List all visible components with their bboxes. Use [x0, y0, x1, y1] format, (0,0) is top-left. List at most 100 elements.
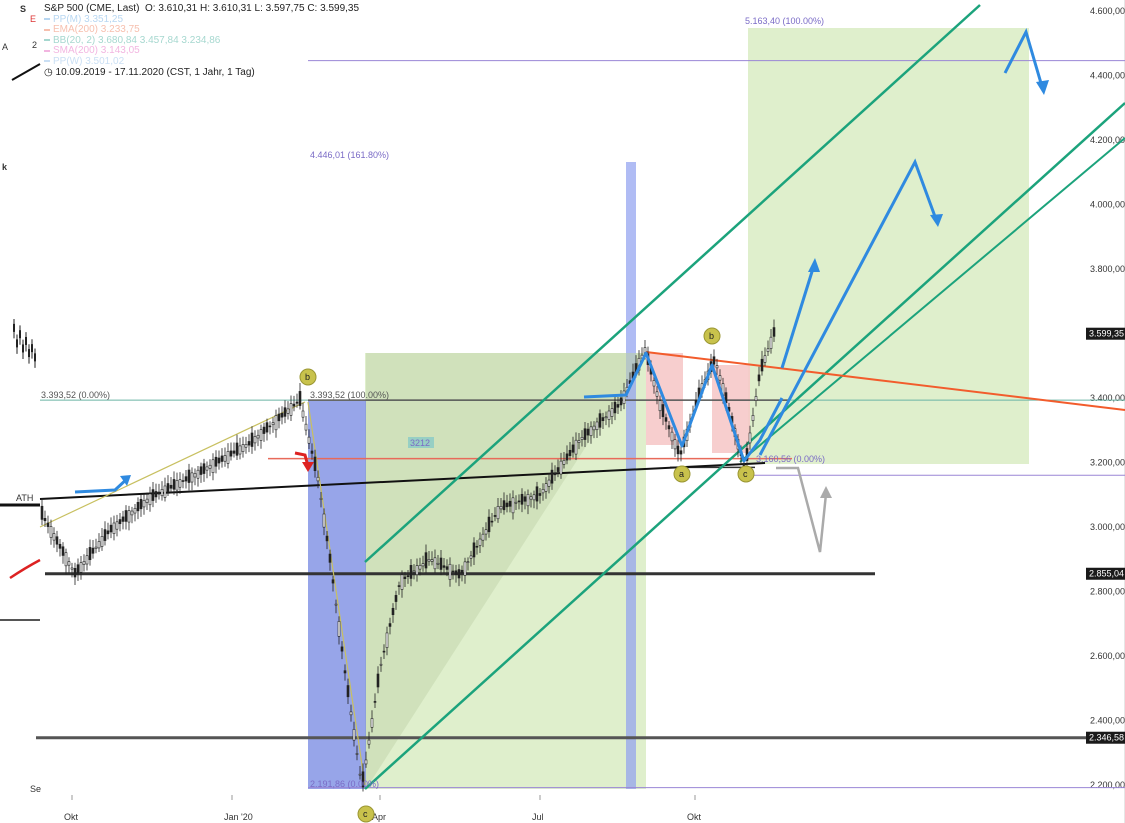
candle-body — [331, 579, 335, 584]
legend-indicator-row[interactable]: PP(W) 3.501,02 — [44, 56, 359, 68]
candle-body — [151, 489, 155, 501]
candle-body — [337, 621, 341, 637]
candle-body — [340, 646, 344, 652]
early-blue-arrow — [74, 476, 130, 494]
candle-body — [97, 541, 101, 549]
candle-body — [382, 650, 386, 653]
blue-vertical-bar — [626, 162, 636, 789]
legend-indicator-row[interactable]: EMA(200) 3.233,75 — [44, 24, 359, 36]
candle-body — [100, 536, 104, 547]
candle-body — [559, 460, 563, 475]
fib-level-label: 5.163,40 (100.00%) — [745, 16, 824, 26]
projection-top-arrowhead — [1036, 80, 1049, 95]
candle-body — [136, 501, 140, 512]
wave-label-text: a — [679, 469, 684, 479]
candle-body — [448, 563, 452, 580]
legend-indicator-row[interactable]: BB(20, 2) 3.680,84 3.457,84 3.234,86 — [44, 35, 359, 47]
candle-body — [88, 547, 92, 561]
candle-body — [442, 565, 446, 568]
candle-body — [403, 576, 407, 580]
candle-body — [556, 467, 560, 472]
candle-body — [589, 426, 593, 436]
candle-body — [28, 349, 30, 358]
candle-body — [253, 436, 257, 444]
candle-body — [481, 533, 485, 541]
gray-alt-arrowhead — [820, 486, 832, 498]
channel-lower — [364, 102, 1125, 790]
left-label-s: S — [20, 4, 27, 14]
candle-body — [658, 400, 662, 412]
candle-body — [232, 450, 236, 454]
candle-body — [619, 397, 623, 406]
candle-body — [571, 444, 575, 453]
indicator-swatch — [44, 39, 50, 42]
candle-body — [148, 493, 152, 506]
wave-projection-path — [583, 351, 784, 463]
candle-body — [121, 516, 125, 522]
candle-body — [133, 507, 137, 514]
candle-body — [433, 557, 437, 570]
candle-body — [622, 390, 626, 404]
candle-body — [40, 505, 44, 520]
price-tag-box — [1086, 731, 1125, 744]
candle-body — [772, 327, 776, 337]
candle-body — [391, 607, 395, 616]
candle-body — [295, 401, 299, 404]
candle-body — [322, 513, 326, 528]
candle-body — [277, 413, 281, 422]
candle-body — [511, 497, 515, 514]
wave-label-text: c — [363, 809, 368, 819]
indicator-swatch — [44, 28, 50, 31]
candle-body — [460, 569, 464, 574]
candle-body — [676, 445, 680, 455]
label-3212-box — [408, 437, 434, 448]
candle-body — [715, 365, 719, 369]
candle-body — [661, 404, 665, 418]
channel-lower-2 — [739, 137, 1125, 463]
candle-body — [286, 408, 290, 414]
legend-indicator-row[interactable]: PP(M) 3.351,25 — [44, 14, 359, 26]
left-label-two: 2 — [32, 40, 38, 50]
candle-body — [484, 529, 488, 535]
candle-body — [160, 489, 164, 497]
candle-body — [142, 500, 146, 508]
candle-body — [256, 434, 260, 439]
candle-body — [514, 501, 518, 504]
candle-body — [505, 502, 509, 508]
candle-body — [343, 670, 347, 674]
legend-ohlc: O: 3.610,31 H: 3.610,31 L: 3.597,75 C: 3… — [144, 3, 360, 14]
candle-body — [427, 559, 431, 562]
candle-body — [757, 374, 761, 382]
candle-body — [52, 533, 56, 541]
red-down-arrowhead — [302, 462, 314, 472]
candle-body — [379, 663, 383, 666]
candle-body — [487, 516, 491, 533]
channel-upper — [364, 4, 981, 563]
candle-body — [298, 391, 302, 406]
y-tick-label: 4.600,00 — [1090, 6, 1125, 16]
candle-body — [346, 685, 350, 698]
candle-body — [409, 565, 413, 579]
projection-long-path — [758, 158, 939, 456]
candle-body — [655, 391, 659, 397]
candle-body — [523, 496, 527, 502]
candle-body — [319, 497, 323, 500]
price-tag-box — [1086, 567, 1125, 580]
candle-body — [214, 456, 218, 467]
candle-body — [268, 425, 272, 428]
candle-body — [124, 510, 128, 522]
wave-label-circle — [673, 465, 691, 483]
gray-alt-path — [776, 466, 828, 553]
y-tick-label: 3.800,00 — [1090, 264, 1125, 274]
candle-body — [454, 570, 458, 576]
candle-body — [436, 562, 440, 565]
candle-body — [109, 524, 113, 533]
candle-body — [61, 546, 65, 556]
candle-body — [679, 450, 683, 455]
x-tick-label: Okt — [687, 812, 702, 822]
candle-body — [439, 557, 443, 570]
legend-indicator-row[interactable]: SMA(200) 3.143,05 — [44, 46, 359, 57]
candle-body — [499, 506, 503, 510]
left-label-se: Se — [30, 784, 42, 794]
